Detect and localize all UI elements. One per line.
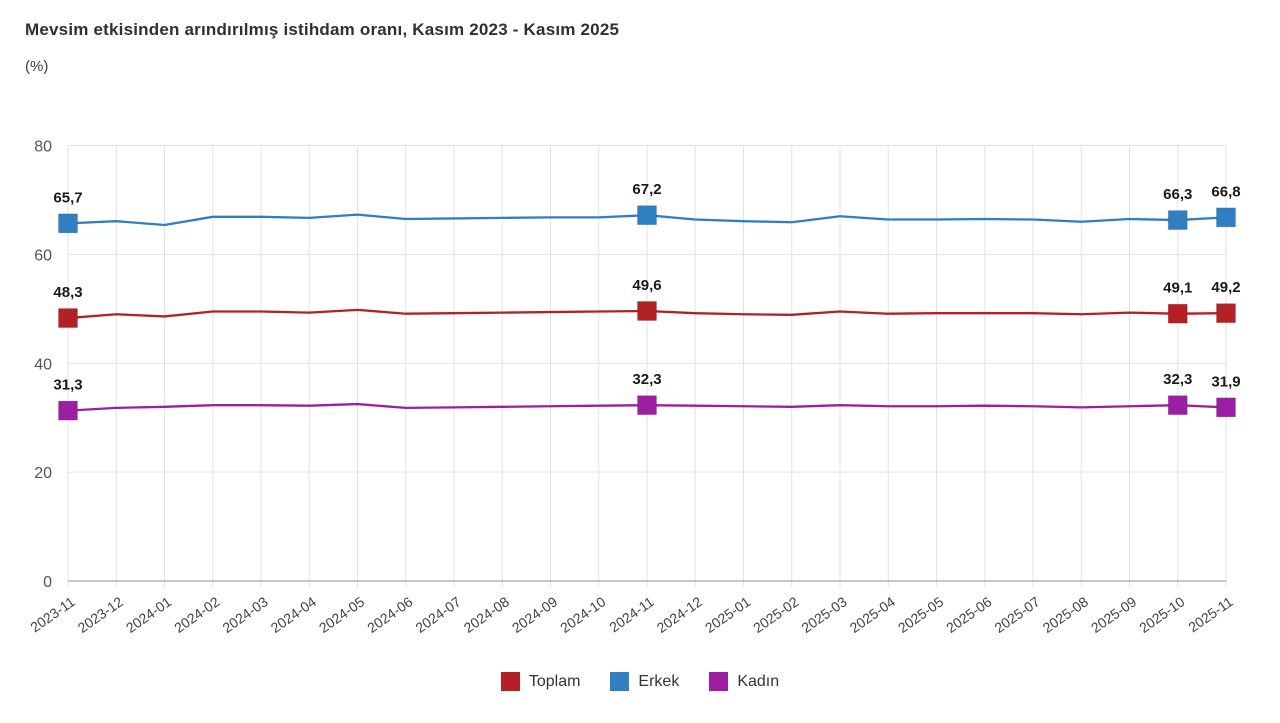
data-point-marker [1167, 210, 1188, 231]
legend-swatch-toplam [500, 672, 520, 691]
legend-label-erkek: Erkek [638, 672, 680, 690]
employment-rate-chart: 0204060802023-112023-122024-012024-02202… [27, 139, 1241, 636]
horizontal-gridlines [68, 145, 1226, 582]
x-axis-tick-label: 2024-04 [268, 593, 319, 636]
data-point-label: 49,2 [1211, 279, 1240, 296]
vertical-gridlines [67, 145, 1227, 587]
x-axis-tick-label: 2025-07 [991, 593, 1042, 636]
y-axis-tick-label: 40 [34, 356, 52, 373]
y-axis-tick-label: 20 [34, 465, 52, 482]
x-axis-tick-label: 2024-10 [557, 593, 608, 636]
data-point-marker [58, 400, 78, 421]
data-point-marker [637, 300, 657, 321]
data-point-label: 31,9 [1211, 373, 1240, 390]
data-point-label: 66,8 [1211, 183, 1240, 200]
x-axis-tick-label: 2025-03 [798, 593, 849, 636]
x-axis-tick-label: 2024-12 [654, 593, 705, 636]
data-point-marker [1216, 303, 1236, 324]
series-female: 31,3 32,3 32,3 31,9 [53, 371, 1241, 421]
x-axis-tick-label: 2023-12 [75, 593, 126, 636]
data-point-label: 49,1 [1163, 280, 1192, 297]
data-point-marker [1216, 207, 1236, 228]
legend-item-erkek[interactable]: Erkek [610, 672, 679, 691]
data-point-marker [58, 213, 78, 234]
data-point-marker [637, 205, 657, 226]
x-axis-tick-label: 2024-07 [412, 593, 463, 636]
x-axis-tick-label: 2023-11 [27, 593, 78, 635]
data-point-label: 65,7 [53, 189, 82, 206]
data-point-marker [1167, 395, 1188, 416]
data-point-label: 66,3 [1163, 186, 1192, 203]
x-axis-tick-label: 2025-02 [750, 593, 801, 636]
legend-label-kadin: Kadın [737, 672, 780, 690]
legend-item-kadin[interactable]: Kadın [709, 672, 779, 691]
data-point-label: 32,3 [1163, 371, 1192, 388]
y-axis-labels: 0 20 40 60 80 [34, 139, 52, 592]
unit-label: (%) [25, 58, 49, 75]
x-axis-tick-label: 2024-02 [171, 593, 222, 636]
data-point-label: 31,3 [53, 377, 82, 394]
data-point-marker [1167, 303, 1188, 324]
x-axis-tick-label: 2024-01 [123, 593, 174, 636]
page-title: Mevsim etkisinden arındırılmış istihdam … [25, 20, 620, 39]
y-axis-tick-label: 60 [34, 247, 52, 264]
x-axis-labels: 2023-112023-122024-012024-022024-032024-… [27, 593, 1236, 636]
series-male: 65,7 67,2 66,3 66,8 [53, 181, 1241, 234]
data-point-marker [1216, 397, 1236, 418]
data-point-label: 32,3 [632, 371, 661, 388]
x-axis-tick-label: 2025-06 [943, 593, 994, 636]
data-point-label: 67,2 [632, 181, 661, 198]
data-point-label: 49,6 [632, 277, 661, 294]
legend: Toplam Erkek Kadın [0, 672, 1280, 691]
x-axis-tick-label: 2024-06 [364, 593, 415, 636]
legend-item-toplam[interactable]: Toplam [500, 672, 581, 691]
x-axis-tick-label: 2025-10 [1136, 593, 1187, 636]
x-axis-tick-label: 2024-03 [219, 593, 270, 636]
y-axis-tick-label: 80 [34, 139, 52, 156]
x-axis-tick-label: 2025-09 [1088, 593, 1139, 636]
x-axis-tick-label: 2024-11 [606, 593, 657, 635]
x-axis-tick-label: 2025-11 [1185, 593, 1236, 635]
series-total: 48,3 49,6 49,1 49,2 [53, 277, 1241, 329]
data-point-marker [58, 308, 78, 329]
x-axis-tick-label: 2025-08 [1040, 593, 1091, 636]
data-point-marker [637, 395, 657, 416]
legend-swatch-kadin [709, 672, 729, 691]
y-axis-tick-label: 0 [43, 574, 52, 591]
x-axis-tick-label: 2024-05 [316, 593, 367, 636]
x-axis-tick-label: 2025-01 [702, 593, 753, 636]
legend-label-toplam: Toplam [528, 672, 581, 690]
x-axis-tick-label: 2025-05 [895, 593, 946, 636]
x-axis-tick-label: 2024-08 [461, 593, 512, 636]
x-axis-tick-label: 2025-04 [847, 593, 898, 636]
data-point-label: 48,3 [53, 284, 82, 301]
x-axis-tick-label: 2024-09 [509, 593, 560, 636]
legend-swatch-erkek [610, 672, 630, 691]
